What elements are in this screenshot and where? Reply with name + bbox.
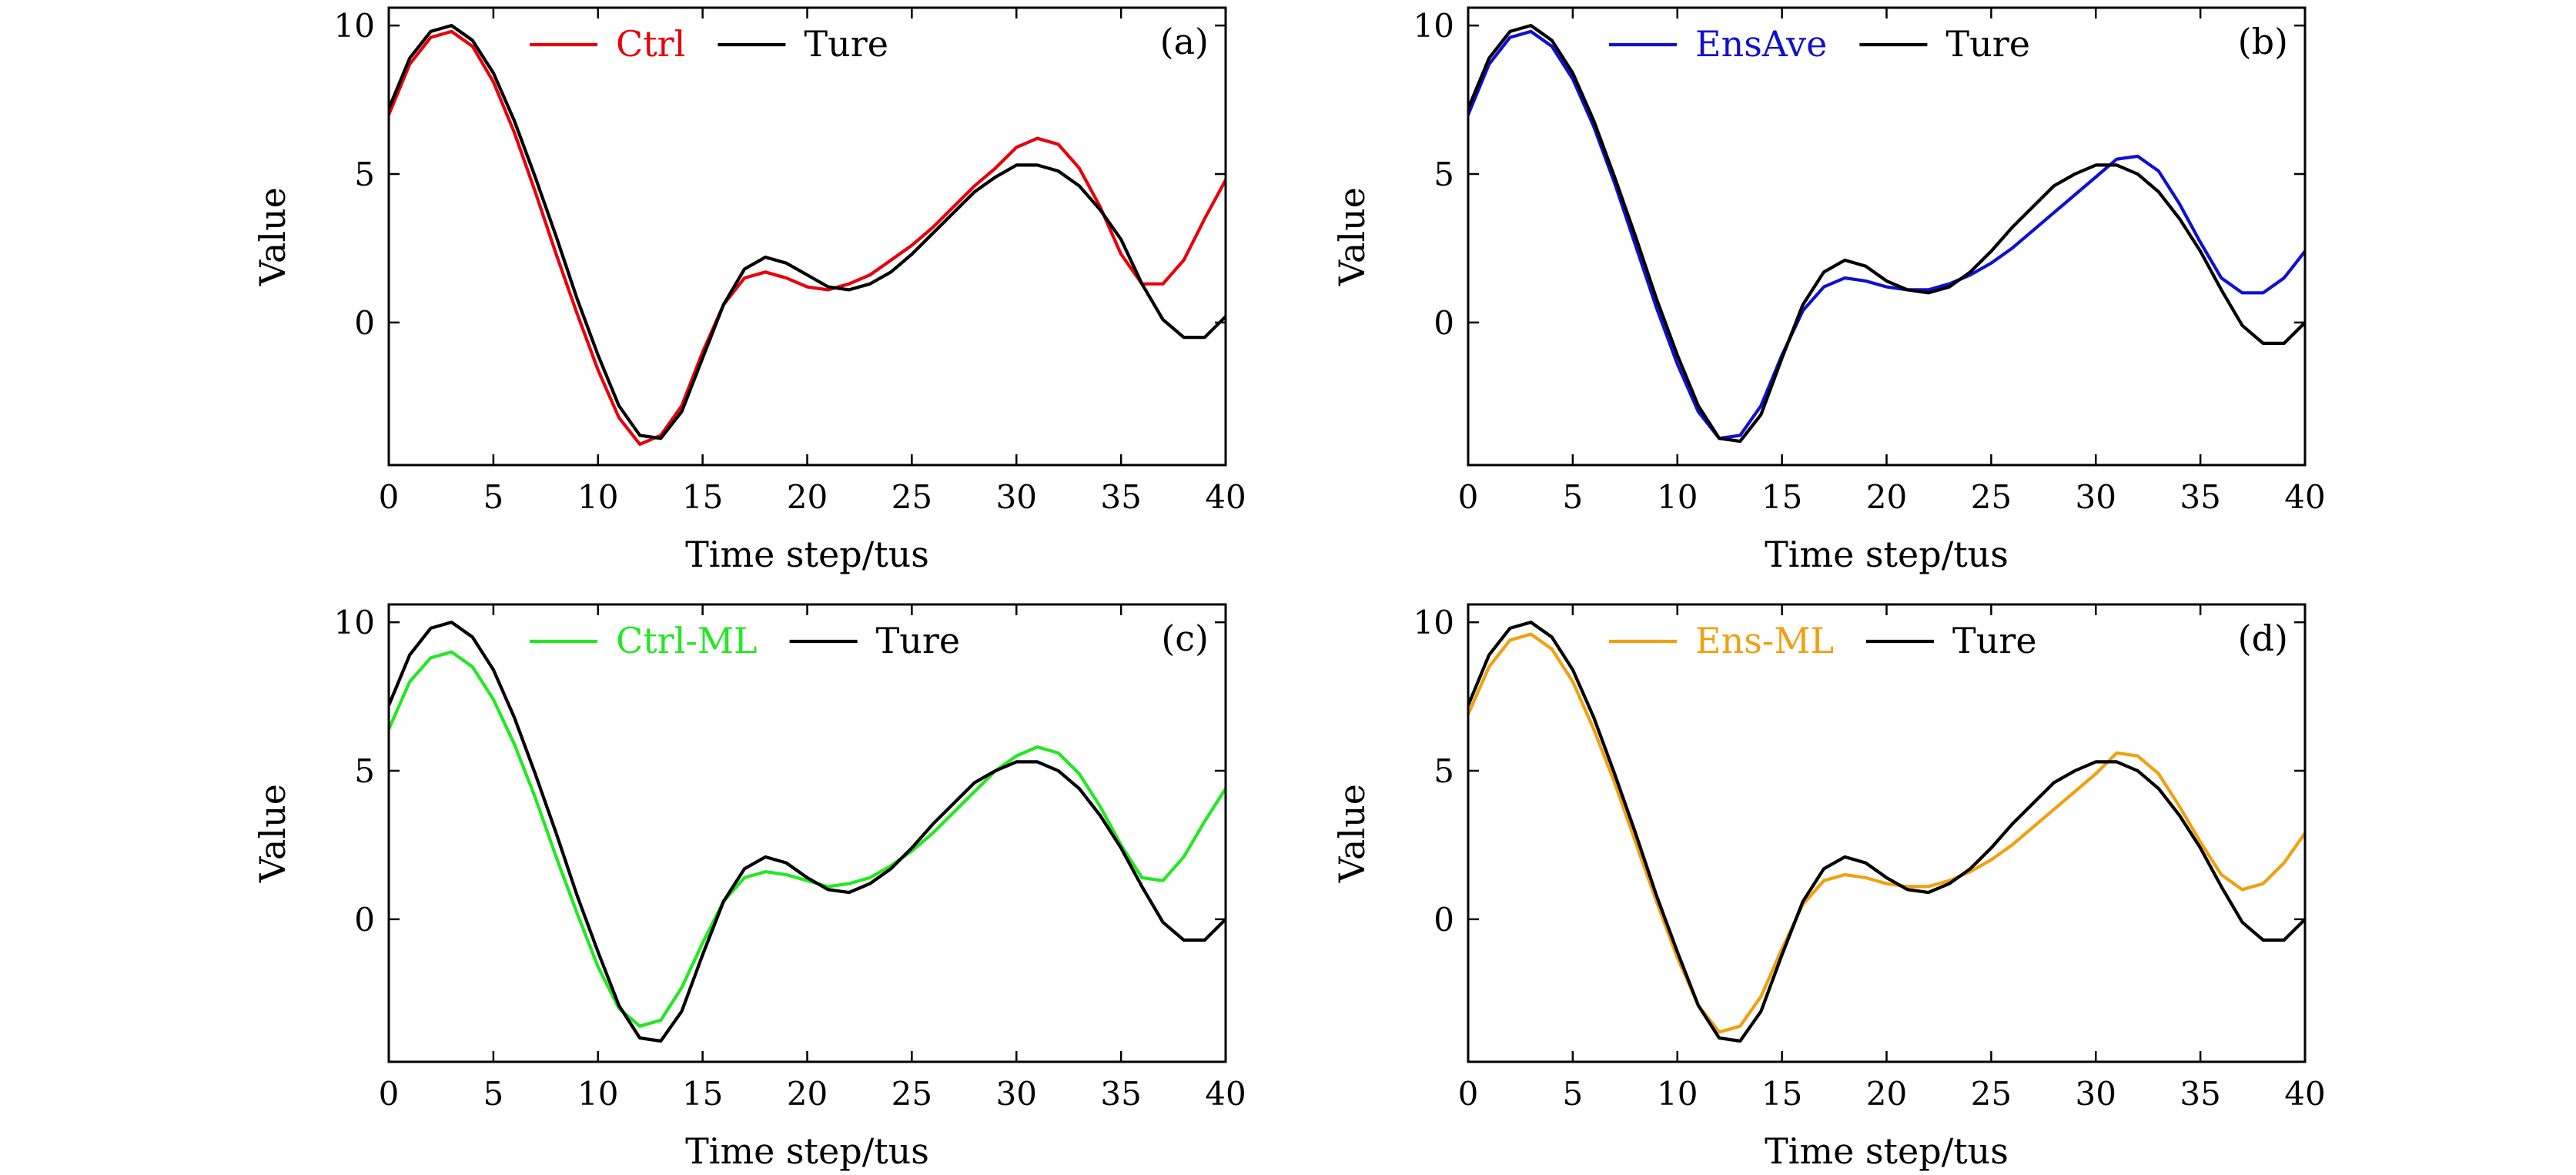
y-tick-label: 5 (1434, 156, 1454, 193)
series-line-ctrl-ml (389, 650, 1226, 1028)
x-tick-label: 15 (1761, 1075, 1802, 1113)
x-tick-label: 30 (996, 478, 1037, 516)
x-tick-label: 0 (1458, 1075, 1479, 1113)
series-line-ctrl (389, 29, 1226, 447)
x-tick-label: 25 (1971, 478, 2012, 516)
x-tick-label: 0 (379, 1075, 400, 1113)
x-axis-label: Time step/tus (685, 1130, 929, 1172)
y-tick-label: 5 (354, 156, 375, 193)
x-tick-label: 20 (787, 1075, 828, 1113)
series-group (389, 23, 1226, 447)
y-tick-label: 0 (1434, 901, 1454, 939)
y-tick-label: 0 (1434, 304, 1454, 342)
x-tick-label: 25 (892, 1075, 932, 1113)
x-tick-label: 10 (577, 478, 618, 516)
x-tick-label: 15 (1761, 478, 1802, 516)
x-tick-label: 15 (682, 478, 723, 516)
x-tick-label: 5 (1563, 1075, 1584, 1113)
x-tick-label: 30 (2076, 1075, 2116, 1113)
x-tick-label: 35 (2180, 1075, 2220, 1113)
y-tick-label: 0 (354, 901, 375, 939)
x-tick-label: 40 (1205, 478, 1246, 516)
legend-label-ctrl-ml: Ctrl-ML (616, 620, 758, 661)
legend-label-ture: Ture (1945, 23, 2030, 65)
series-line-ture (1468, 23, 2305, 444)
series-group (389, 620, 1226, 1043)
x-tick-label: 0 (379, 478, 400, 516)
x-tick-label: 30 (996, 1075, 1037, 1113)
x-axis-label: Time step/tus (685, 534, 929, 575)
x-tick-label: 35 (1100, 478, 1141, 516)
y-axis-label: Value (1331, 187, 1373, 286)
chart-panel-4: 0 5 10 15 20 25 30 35 40 0 5 10 Time step/tus Value (d… (1331, 603, 2326, 1172)
chart-panel-2: 0 5 10 15 20 25 30 35 40 0 5 10 Time step/tus Value (b… (1331, 6, 2326, 575)
x-tick-label: 30 (2076, 478, 2116, 516)
y-axis-label: Value (252, 784, 293, 883)
panel-label: (d) (2238, 618, 2288, 659)
series-line-ture (389, 23, 1226, 440)
chart-panel-3: 0 5 10 15 20 25 30 35 40 0 5 10 Time step/tus Value (c… (252, 603, 1246, 1172)
series-line-ture (389, 620, 1226, 1043)
panel-label: (b) (2238, 21, 2288, 62)
y-axis-label: Value (252, 187, 293, 286)
y-tick-label: 10 (334, 604, 375, 641)
series-line-ens-ml (1468, 632, 2305, 1034)
y-axis-label: Value (1331, 784, 1373, 883)
legend-label-ensave: EnsAve (1695, 23, 1827, 65)
y-tick-label: 10 (334, 7, 375, 45)
y-tick-label: 5 (1434, 752, 1454, 790)
x-tick-label: 35 (2180, 478, 2220, 516)
legend-label-ture: Ture (804, 23, 888, 65)
y-tick-label: 10 (1413, 7, 1454, 45)
legend-label-ctrl: Ctrl (616, 23, 685, 65)
y-tick-label: 0 (354, 304, 375, 342)
x-tick-label: 0 (1458, 478, 1479, 516)
x-tick-label: 25 (892, 478, 932, 516)
x-axis-label: Time step/tus (1765, 1130, 2009, 1172)
x-axis-label: Time step/tus (1765, 534, 2009, 575)
legend-label-ture: Ture (1952, 620, 2037, 661)
x-tick-label: 5 (483, 478, 504, 516)
legend-label-ture: Ture (876, 620, 961, 661)
x-tick-label: 5 (1563, 478, 1584, 516)
x-tick-label: 10 (577, 1075, 618, 1113)
x-tick-label: 35 (1100, 1075, 1141, 1113)
x-tick-label: 40 (2284, 478, 2325, 516)
x-tick-label: 20 (1866, 478, 1907, 516)
x-tick-label: 10 (1657, 478, 1698, 516)
plot-frame (1467, 6, 2307, 467)
x-tick-label: 40 (2284, 1075, 2325, 1113)
series-group (1468, 620, 2305, 1043)
y-tick-label: 5 (354, 752, 375, 790)
x-tick-label: 10 (1657, 1075, 1698, 1113)
x-tick-label: 20 (787, 478, 828, 516)
series-line-ture (1468, 620, 2305, 1043)
legend-label-ens-ml: Ens-ML (1695, 620, 1834, 661)
plot-frame (387, 6, 1227, 467)
x-tick-label: 20 (1866, 1075, 1907, 1113)
y-tick-label: 10 (1413, 604, 1454, 641)
x-tick-label: 5 (483, 1075, 504, 1113)
x-tick-label: 40 (1205, 1075, 1246, 1113)
chart-panel-1: 0 5 10 15 20 25 30 35 40 0 5 10 Time step/tus Value (a… (252, 6, 1246, 575)
series-group (1468, 23, 2305, 444)
x-tick-label: 25 (1971, 1075, 2012, 1113)
series-line-ensave (1468, 29, 2305, 440)
panel-label: (a) (1160, 21, 1209, 62)
panel-label: (c) (1161, 618, 1209, 659)
plot-frame (387, 603, 1227, 1063)
plot-frame (1467, 603, 2307, 1063)
x-tick-label: 15 (682, 1075, 723, 1113)
